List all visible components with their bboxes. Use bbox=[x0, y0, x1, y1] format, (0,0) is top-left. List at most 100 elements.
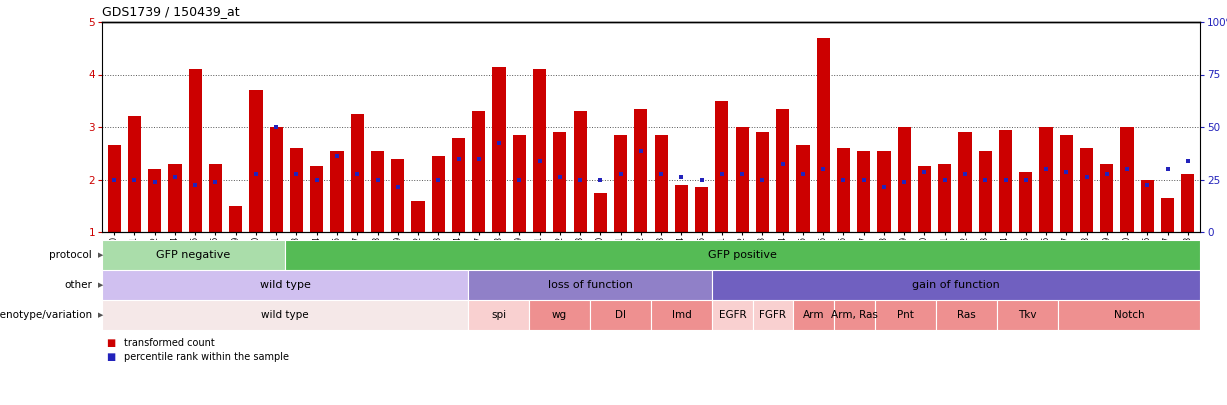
Bar bbox=[285, 240, 1200, 270]
Bar bbox=[654, 135, 667, 232]
Text: protocol: protocol bbox=[49, 250, 92, 260]
Text: spi: spi bbox=[491, 310, 506, 320]
Bar bbox=[189, 69, 201, 232]
Bar bbox=[391, 158, 405, 232]
Text: wild type: wild type bbox=[261, 310, 309, 320]
Bar bbox=[614, 135, 627, 232]
Bar bbox=[796, 145, 810, 232]
Bar bbox=[128, 117, 141, 232]
Text: ▶: ▶ bbox=[98, 252, 104, 258]
Text: Notch: Notch bbox=[1114, 310, 1144, 320]
Bar bbox=[834, 300, 875, 330]
Bar bbox=[1060, 135, 1072, 232]
Bar bbox=[351, 114, 364, 232]
Bar bbox=[877, 151, 891, 232]
Text: ▶: ▶ bbox=[98, 282, 104, 288]
Bar bbox=[1120, 127, 1134, 232]
Text: transformed count: transformed count bbox=[124, 338, 215, 348]
Bar bbox=[492, 67, 506, 232]
Text: GFP negative: GFP negative bbox=[156, 250, 231, 260]
Text: wg: wg bbox=[552, 310, 567, 320]
Bar bbox=[1039, 127, 1053, 232]
Bar bbox=[102, 270, 467, 300]
Bar bbox=[1101, 164, 1113, 232]
Bar bbox=[1141, 179, 1153, 232]
Text: loss of function: loss of function bbox=[547, 280, 632, 290]
Bar bbox=[148, 169, 161, 232]
Text: EGFR: EGFR bbox=[719, 310, 746, 320]
Bar bbox=[675, 185, 688, 232]
Bar bbox=[837, 148, 850, 232]
Text: gain of function: gain of function bbox=[912, 280, 1000, 290]
Text: ■: ■ bbox=[106, 352, 115, 362]
Bar bbox=[752, 300, 794, 330]
Text: Imd: Imd bbox=[671, 310, 691, 320]
Bar bbox=[371, 151, 384, 232]
Bar bbox=[712, 300, 752, 330]
Bar bbox=[936, 300, 996, 330]
Text: Ras: Ras bbox=[957, 310, 975, 320]
Bar bbox=[999, 130, 1012, 232]
Bar bbox=[735, 127, 748, 232]
Text: GDS1739 / 150439_at: GDS1739 / 150439_at bbox=[102, 5, 239, 18]
Text: Tkv: Tkv bbox=[1018, 310, 1037, 320]
Bar bbox=[996, 300, 1058, 330]
Bar bbox=[979, 151, 991, 232]
Bar bbox=[102, 300, 467, 330]
Bar bbox=[533, 69, 546, 232]
Text: GFP positive: GFP positive bbox=[708, 250, 777, 260]
Bar bbox=[898, 127, 910, 232]
Text: Arm, Ras: Arm, Ras bbox=[831, 310, 877, 320]
Bar bbox=[270, 127, 282, 232]
Bar bbox=[939, 164, 951, 232]
Text: Dl: Dl bbox=[615, 310, 626, 320]
Bar bbox=[794, 300, 834, 330]
Text: genotype/variation: genotype/variation bbox=[0, 310, 92, 320]
Bar bbox=[875, 300, 936, 330]
Bar bbox=[513, 135, 526, 232]
Bar bbox=[1058, 300, 1200, 330]
Bar bbox=[712, 270, 1200, 300]
Text: Pnt: Pnt bbox=[897, 310, 914, 320]
Bar bbox=[209, 164, 222, 232]
Text: other: other bbox=[64, 280, 92, 290]
Bar bbox=[694, 188, 708, 232]
Bar bbox=[229, 206, 242, 232]
Bar bbox=[472, 111, 486, 232]
Bar bbox=[1080, 148, 1093, 232]
Bar bbox=[249, 90, 263, 232]
Bar bbox=[529, 300, 590, 330]
Bar bbox=[330, 151, 344, 232]
Bar bbox=[777, 109, 789, 232]
Bar bbox=[452, 138, 465, 232]
Bar bbox=[958, 132, 972, 232]
Bar bbox=[310, 166, 324, 232]
Bar bbox=[817, 38, 829, 232]
Bar bbox=[168, 164, 182, 232]
Text: ■: ■ bbox=[106, 338, 115, 348]
Text: percentile rank within the sample: percentile rank within the sample bbox=[124, 352, 290, 362]
Bar bbox=[715, 101, 729, 232]
Bar bbox=[290, 148, 303, 232]
Bar bbox=[858, 151, 870, 232]
Bar bbox=[918, 166, 931, 232]
Bar bbox=[573, 111, 587, 232]
Bar bbox=[652, 300, 712, 330]
Bar bbox=[1020, 172, 1032, 232]
Text: wild type: wild type bbox=[260, 280, 310, 290]
Bar bbox=[467, 300, 529, 330]
Bar bbox=[756, 132, 769, 232]
Bar bbox=[634, 109, 648, 232]
Bar bbox=[108, 145, 120, 232]
Bar bbox=[553, 132, 567, 232]
Text: ▶: ▶ bbox=[98, 312, 104, 318]
Bar bbox=[102, 240, 285, 270]
Bar bbox=[467, 270, 712, 300]
Bar bbox=[1161, 198, 1174, 232]
Text: Arm: Arm bbox=[802, 310, 825, 320]
Text: FGFR: FGFR bbox=[760, 310, 787, 320]
Bar bbox=[590, 300, 652, 330]
Bar bbox=[594, 193, 607, 232]
Bar bbox=[411, 200, 425, 232]
Bar bbox=[432, 156, 445, 232]
